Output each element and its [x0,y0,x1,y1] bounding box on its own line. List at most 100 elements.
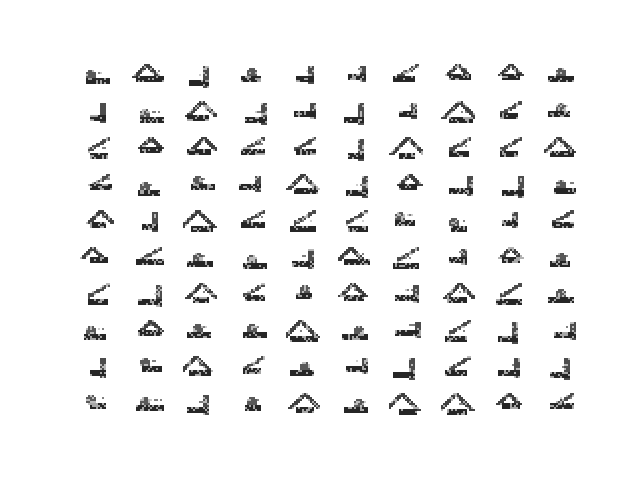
tile-pixel [247,186,249,188]
tile-pixel [362,66,364,68]
tile-pixel [140,261,142,263]
tile-pixel [191,226,193,228]
tile-pixel [360,70,362,72]
tile-pixel [213,145,215,147]
tile-pixel [506,251,508,253]
tile-pixel [405,334,407,336]
tile-pixel [564,72,566,74]
tile-pixel [257,121,259,123]
tile-pixel [207,265,209,267]
tile-pixel [205,151,207,153]
tile-pixel [257,222,259,224]
tile-pixel [362,184,364,186]
tile-pixel [463,76,465,78]
tile-pixel [158,334,160,336]
tile-pixel [554,336,556,338]
tile-pixel [449,297,451,299]
tile-pixel [358,159,360,161]
tile-pixel [506,115,508,117]
tile-pixel [558,107,560,109]
tile-pixel [362,123,364,125]
tile-pixel [368,261,370,263]
tile-pixel [453,192,455,194]
tile-pixel [463,119,465,121]
tile-pixel [560,293,562,295]
tile-pixel [140,68,142,70]
tile-pixel [152,303,154,305]
tile-pixel [451,228,453,230]
tile-pixel [150,303,152,305]
tile-pixel [201,334,203,336]
tile-pixel [512,259,514,261]
tile-pixel [358,115,360,117]
tile-pixel [98,299,100,301]
tile-pixel [399,214,401,216]
tile-pixel [465,141,467,143]
tile-pixel [457,101,459,103]
tile-pixel [296,222,298,224]
tile-pixel [463,192,465,194]
tile-pixel [463,230,465,232]
tile-pixel [106,184,108,186]
tile-pixel [152,259,154,261]
tile-pixel [243,336,245,338]
tile-pixel [247,218,249,220]
tile-pixel [364,338,366,340]
tile-pixel [201,372,203,374]
tile-pixel [249,145,251,147]
tile-pixel [249,186,251,188]
tile-pixel [265,119,267,121]
tile-pixel [251,299,253,301]
tile-pixel [261,267,263,269]
tile-pixel [100,157,102,159]
tile-pixel [306,291,308,293]
tile-pixel [211,111,213,113]
tile-pixel [352,226,354,228]
tile-pixel [257,151,259,153]
tile-pixel [142,70,144,72]
tile-pixel [199,101,201,103]
tile-glyph [445,64,471,80]
tile-pixel [366,180,368,182]
tile-pixel [253,184,255,186]
tile-pixel [265,267,267,269]
tile-pixel [205,289,207,291]
sample-tile [492,314,526,348]
tile-pixel [203,283,205,285]
tile-pixel [415,143,417,145]
tile-pixel [570,147,572,149]
tile-pixel [197,145,199,147]
tile-pixel [405,153,407,155]
tile-pixel [556,111,558,113]
tile-pixel [308,253,310,255]
tile-pixel [257,226,259,228]
tile-pixel [469,192,471,194]
tile-pixel [193,330,195,332]
tile-pixel [560,184,562,186]
tile-pixel [364,336,366,338]
tile-pixel [407,139,409,141]
tile-pixel [469,322,471,324]
tile-pixel [251,121,253,123]
tile-pixel [253,326,255,328]
tile-pixel [257,358,259,360]
tile-pixel [207,291,209,293]
tile-pixel [354,153,356,155]
tile-pixel [514,218,516,220]
tile-pixel [201,265,203,267]
tile-pixel [108,184,110,186]
tile-pixel [310,180,312,182]
tile-pixel [502,190,504,192]
tile-pixel [413,68,415,70]
tile-pixel [461,143,463,145]
tile-pixel [395,216,397,218]
tile-pixel [96,119,98,121]
tile-pixel [304,228,306,230]
tile-pixel [516,301,518,303]
tile-pixel [417,332,419,334]
tile-pixel [265,103,267,105]
tile-pixel [96,186,98,188]
tile-pixel [203,178,205,180]
tile-pixel [310,220,312,222]
tile-pixel [516,192,518,194]
